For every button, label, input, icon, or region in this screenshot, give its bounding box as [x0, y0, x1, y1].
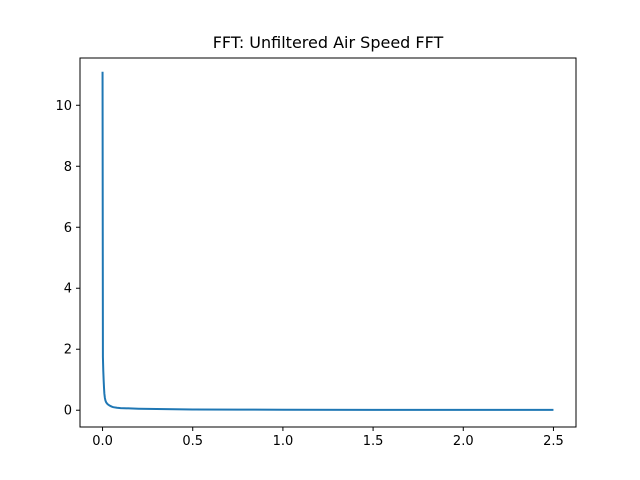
y-tick-label: 8: [64, 160, 72, 175]
y-axis: 0 2 4 6 8 10: [55, 99, 80, 419]
y-tick-label: 4: [64, 282, 72, 297]
x-tick-label: 0.5: [182, 434, 203, 449]
x-tick-label: 2.0: [453, 434, 474, 449]
y-tick-label: 10: [55, 99, 72, 114]
y-tick-label: 0: [64, 404, 72, 419]
chart-title: FFT: Unfiltered Air Speed FFT: [213, 33, 444, 52]
x-axis: 0.0 0.5 1.0 1.5 2.0 2.5: [92, 427, 564, 449]
x-tick-label: 0.0: [92, 434, 113, 449]
x-tick-label: 1.5: [363, 434, 384, 449]
y-tick-label: 6: [64, 221, 72, 236]
axes-frame: [79, 57, 577, 428]
y-tick-label: 2: [64, 343, 72, 358]
x-tick-label: 1.0: [273, 434, 294, 449]
series-line-1: [101, 71, 554, 411]
x-tick-label: 2.5: [543, 434, 564, 449]
plot-area: [101, 71, 554, 411]
